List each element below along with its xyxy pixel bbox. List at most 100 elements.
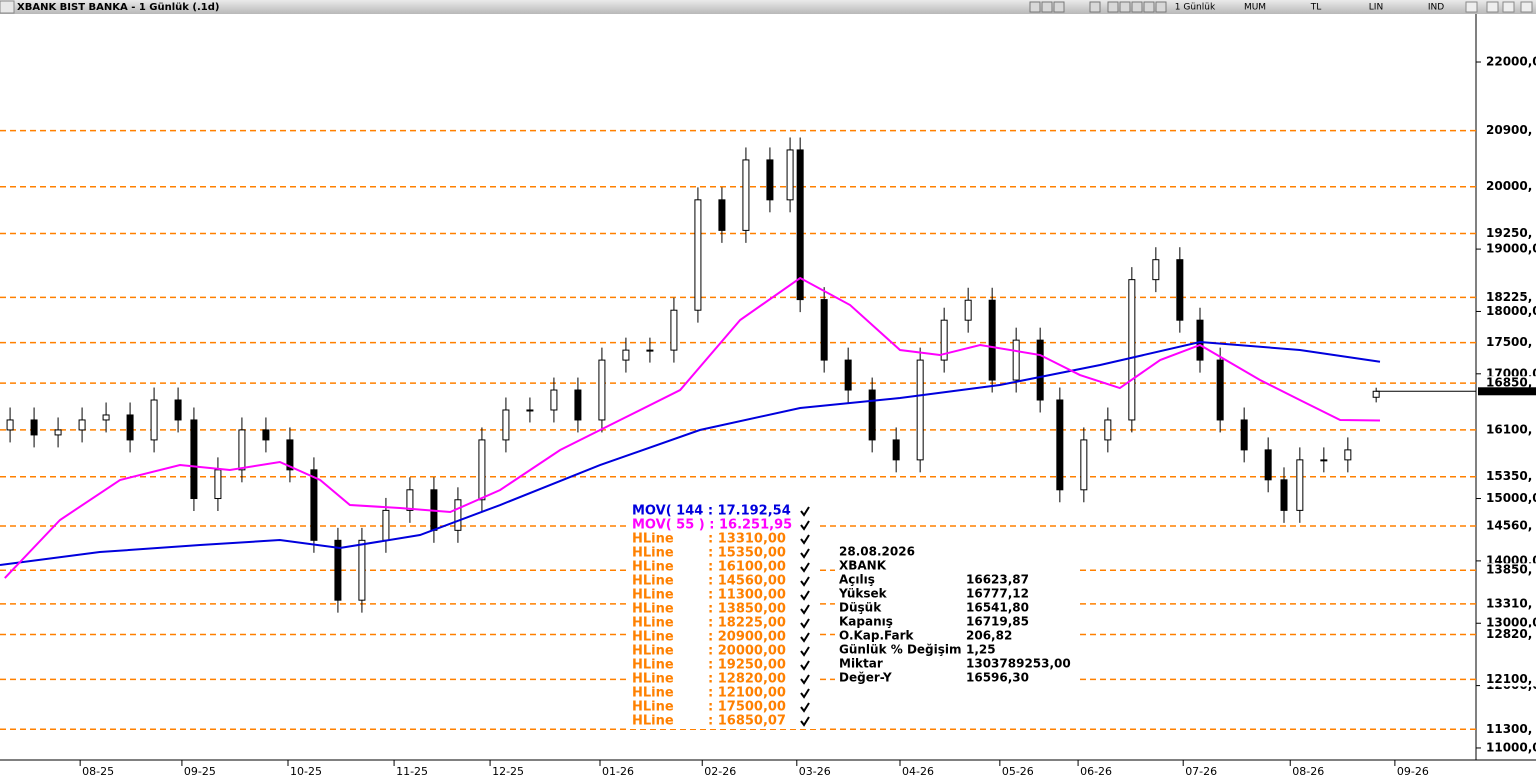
info-value: 206,82 — [966, 629, 1012, 643]
legend-entry-value: : 14560,00 — [708, 574, 786, 589]
info-label: Değer-Y — [839, 671, 892, 685]
hline-label-bg — [1480, 563, 1536, 578]
hline-label-bg — [1480, 722, 1536, 737]
x-tick-label: 08-26 — [1292, 765, 1324, 778]
toolbar-button[interactable] — [1143, 1, 1155, 13]
last-price-marker — [1478, 387, 1536, 396]
candle-body — [622, 349, 630, 361]
x-tick-label: 12-25 — [492, 765, 524, 778]
candle-body — [1216, 359, 1224, 421]
toolbar-button[interactable] — [1053, 1, 1065, 13]
legend-entry-value: : 12820,00 — [708, 672, 786, 687]
candle-body — [1056, 399, 1064, 491]
window-button[interactable] — [1520, 1, 1533, 13]
info-symbol: XBANK — [839, 559, 887, 573]
toolbar-item[interactable]: 1 Günlük — [1175, 3, 1216, 13]
legend-entry-name: HLine — [632, 574, 674, 589]
legend-entry-value: : 16850,07 — [708, 714, 786, 729]
x-tick-label: 07-26 — [1185, 765, 1217, 778]
legend-entry-name: HLine — [632, 616, 674, 631]
legend-toggle[interactable] — [800, 548, 810, 559]
window-icon[interactable] — [0, 0, 15, 14]
info-label: Günlük % Değişim — [839, 643, 962, 657]
hline-label: 14560, — [1486, 518, 1532, 532]
window-button[interactable] — [1465, 1, 1478, 13]
hline-label: 13850, — [1486, 563, 1532, 577]
info-value: 16719,85 — [966, 615, 1029, 629]
info-value: 16623,87 — [966, 573, 1029, 587]
hline-label-bg — [1480, 596, 1536, 611]
candle-body — [1128, 279, 1136, 421]
toolbar-item[interactable]: IND — [1428, 3, 1444, 13]
candle-body — [1320, 459, 1328, 462]
legend-entry-name: HLine — [632, 672, 674, 687]
hline-label-bg — [1480, 290, 1536, 305]
toolbar-button[interactable] — [1107, 1, 1119, 13]
legend-toggle[interactable] — [800, 646, 810, 657]
legend-toggle[interactable] — [800, 562, 810, 573]
legend-toggle[interactable] — [800, 632, 810, 643]
legend-toggle[interactable] — [800, 506, 810, 517]
hline-label: 12100, — [1486, 672, 1532, 686]
legend-toggle[interactable] — [800, 618, 810, 629]
candle-body — [1080, 439, 1088, 491]
legend-toggle[interactable] — [800, 604, 810, 615]
candle-body — [526, 409, 534, 412]
legend-toggle[interactable] — [800, 702, 810, 713]
legend-toggle[interactable] — [800, 674, 810, 685]
x-tick-label: 01-26 — [602, 765, 634, 778]
candle-body — [646, 349, 654, 352]
candle-body — [574, 389, 582, 421]
legend-toggle[interactable] — [800, 716, 810, 727]
legend-entry-name: HLine — [632, 686, 674, 701]
toolbar-button[interactable] — [1029, 1, 1041, 13]
legend-toggle[interactable] — [800, 534, 810, 545]
info-label: Yüksek — [838, 587, 888, 601]
toolbar-button[interactable] — [1089, 1, 1101, 13]
legend-entry: MOV( 144 : 17.192,54 — [632, 504, 791, 519]
hline-label-bg — [1480, 226, 1536, 241]
window-button[interactable] — [1486, 1, 1499, 13]
candle-body — [190, 419, 198, 500]
toolbar-button[interactable] — [1119, 1, 1131, 13]
legend-toggle[interactable] — [800, 660, 810, 671]
legend-toggle[interactable] — [800, 590, 810, 601]
x-tick-label: 05-26 — [1002, 765, 1034, 778]
hline-label-bg — [1480, 672, 1536, 687]
legend-entry-value: : 15350,00 — [708, 546, 786, 561]
window-button[interactable] — [1502, 1, 1515, 13]
toolbar-button[interactable] — [1041, 1, 1053, 13]
legend-entry-name: HLine — [632, 658, 674, 673]
y-tick-label: 22000,0 — [1486, 55, 1536, 69]
toolbar-button[interactable] — [1131, 1, 1143, 13]
candle-body — [1344, 449, 1352, 461]
legend-toggle[interactable] — [800, 520, 810, 531]
toolbar-item[interactable]: LIN — [1369, 3, 1383, 13]
x-tick-label: 02-26 — [704, 765, 736, 778]
hline-label: 17500, — [1486, 335, 1532, 349]
y-tick-label: 15000,0 — [1486, 491, 1536, 505]
legend-toggle[interactable] — [800, 688, 810, 699]
candle-body — [1012, 339, 1020, 381]
info-label: Miktar — [839, 657, 883, 671]
candle-body — [478, 439, 486, 501]
candle-body — [358, 539, 366, 601]
legend-entry-name: HLine — [632, 546, 674, 561]
toolbar-button[interactable] — [1155, 1, 1167, 13]
info-value: 16541,80 — [966, 601, 1029, 615]
legend-entry-name: HLine — [632, 714, 674, 729]
candle-body — [670, 309, 678, 351]
hline-label: 16100, — [1486, 422, 1532, 436]
toolbar-item[interactable]: MUM — [1244, 3, 1266, 13]
candle-body — [30, 419, 38, 436]
x-tick-label: 10-25 — [290, 765, 322, 778]
x-tick-label: 11-25 — [396, 765, 428, 778]
candle-body — [1240, 419, 1248, 451]
y-tick-label: 11000,0 — [1486, 740, 1536, 754]
hline-label: 19250, — [1486, 226, 1532, 240]
toolbar-item[interactable]: TL — [1310, 3, 1322, 13]
legend-entry-value: : 13310,00 — [708, 532, 786, 547]
legend-toggle[interactable] — [800, 576, 810, 587]
candle-body — [1152, 259, 1160, 281]
candle-body — [150, 399, 158, 441]
